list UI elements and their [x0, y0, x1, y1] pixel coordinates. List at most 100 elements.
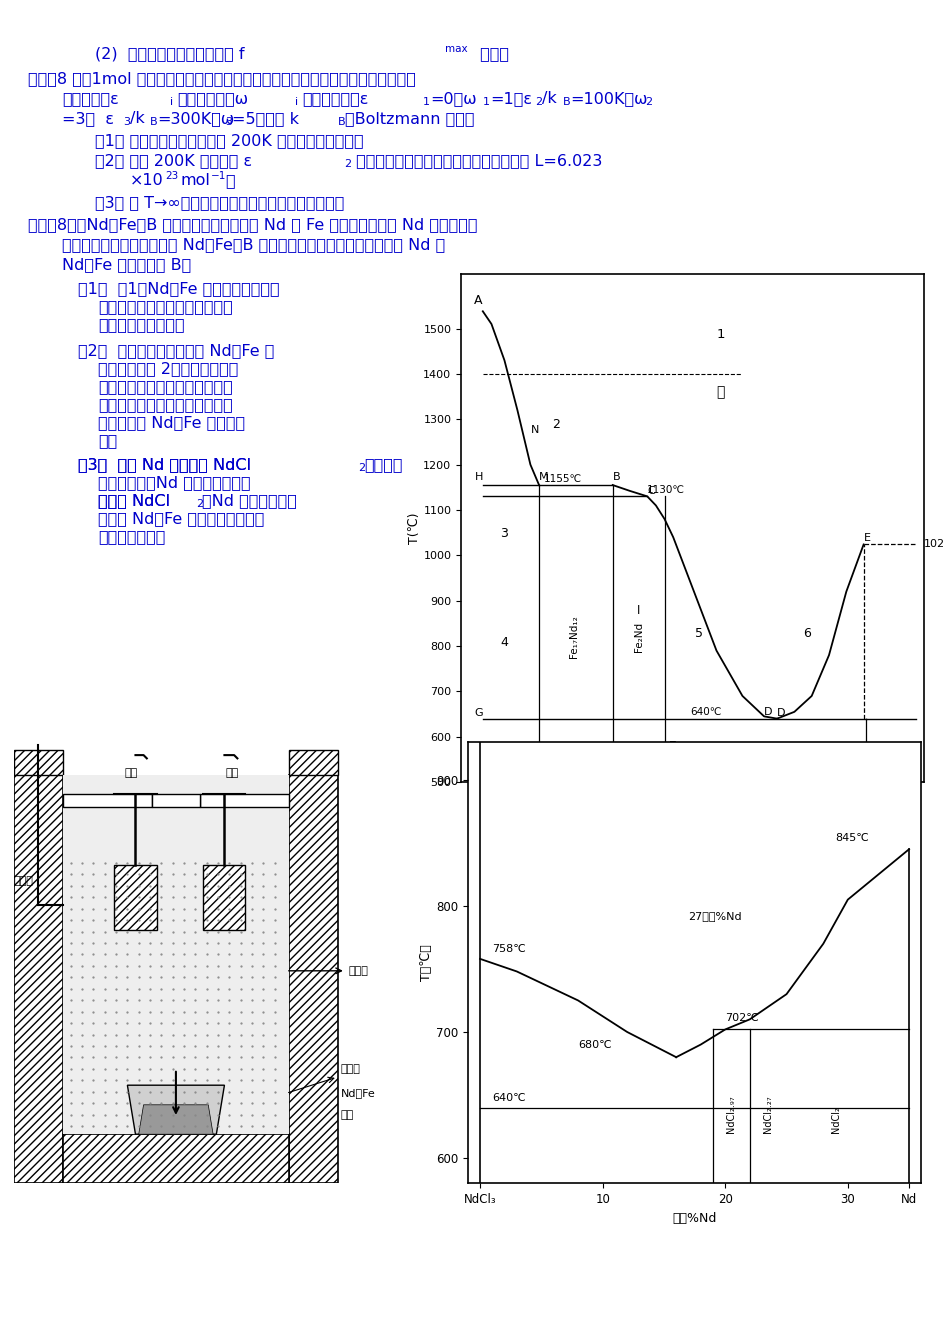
Text: 电解池: 电解池: [348, 965, 368, 976]
Text: =300K，ω: =300K，ω: [157, 111, 234, 126]
FancyBboxPatch shape: [14, 774, 62, 1183]
Text: M: M: [538, 472, 548, 483]
Text: B: B: [612, 472, 619, 483]
Text: mol: mol: [179, 172, 210, 189]
Text: D: D: [776, 709, 784, 718]
Text: 1155℃: 1155℃: [543, 473, 581, 484]
FancyBboxPatch shape: [289, 774, 337, 1183]
Text: 758℃: 758℃: [492, 944, 526, 953]
Text: D: D: [764, 707, 772, 717]
FancyBboxPatch shape: [62, 774, 289, 1134]
Text: =3；  ε: =3； ε: [62, 111, 114, 126]
Text: E: E: [863, 533, 869, 543]
FancyBboxPatch shape: [289, 750, 337, 774]
Text: 接收器: 接收器: [341, 1064, 361, 1074]
Text: Nd－Fe: Nd－Fe: [341, 1088, 376, 1099]
Text: i: i: [170, 98, 173, 107]
Text: N: N: [531, 425, 538, 435]
Text: 阳极: 阳极: [226, 767, 239, 778]
Text: 液: 液: [716, 385, 724, 400]
Text: 图2 电解制备Nd－Fe: 图2 电解制备Nd－Fe: [76, 1090, 164, 1103]
Text: 1130℃: 1130℃: [647, 485, 684, 495]
Text: 合金的电解槽示意图: 合金的电解槽示意图: [86, 1106, 154, 1119]
Text: （1） 计算该内部运动形式在 200K 时之分子配分函数。: （1） 计算该内部运动形式在 200K 时之分子配分函数。: [95, 132, 363, 148]
Text: ）分别为其中ε: ）分别为其中ε: [302, 91, 368, 106]
Text: /k: /k: [130, 111, 144, 126]
Text: H: H: [474, 472, 482, 483]
Text: －Nd 相图，提出电: －Nd 相图，提出电: [202, 493, 296, 508]
Text: NdCl₂: NdCl₂: [830, 1106, 839, 1132]
Bar: [62, 794, 151, 808]
Text: 702℃: 702℃: [724, 1013, 758, 1023]
Text: 金的装置（图 2）。请回答该装: 金的装置（图 2）。请回答该装: [98, 361, 238, 376]
Bar: [0, 0, 944, 9]
Text: 温度及所得 Nd－Fe 合金的组: 温度及所得 Nd－Fe 合金的组: [98, 414, 244, 431]
Polygon shape: [127, 1086, 225, 1134]
Text: =100K，ω: =100K，ω: [569, 91, 647, 106]
Text: 2: 2: [534, 98, 542, 107]
Text: /k: /k: [542, 91, 556, 106]
Text: 请根据 NdCl: 请根据 NdCl: [98, 493, 170, 508]
Polygon shape: [139, 1104, 213, 1134]
Text: 图，请用表格列出所有自由度为: 图，请用表格列出所有自由度为: [98, 299, 232, 314]
Text: 1: 1: [423, 98, 430, 107]
Text: 何种物质？并回答应选择的电解: 何种物质？并回答应选择的电解: [98, 397, 232, 412]
Text: 上在最概然分布时之分子数（总分子数为 L=6.023: 上在最概然分布时之分子数（总分子数为 L=6.023: [350, 152, 601, 168]
Text: 2: 2: [358, 463, 364, 473]
Text: 图1  Fe－Nd相图: 图1 Fe－Nd相图: [678, 783, 760, 796]
Text: 2: 2: [552, 418, 560, 432]
Text: C: C: [647, 487, 654, 496]
Text: 图3  Nd－NdCl₃ 体系相图: 图3 Nd－NdCl₃ 体系相图: [657, 1090, 782, 1103]
Text: ）: ）: [225, 172, 234, 189]
Text: 热电偶: 热电偶: [14, 876, 34, 886]
Text: 2: 2: [195, 499, 203, 509]
Text: 2: 2: [645, 98, 651, 107]
Text: −1: −1: [211, 171, 227, 180]
Text: 5: 5: [695, 627, 702, 640]
Bar: [200, 794, 289, 808]
Bar: [203, 865, 245, 931]
Text: 中，为避: 中，为避: [363, 457, 402, 472]
X-axis label: 摩尔% Nd: 摩尔% Nd: [667, 808, 716, 821]
Text: I: I: [636, 604, 640, 618]
Text: 阴极: 阴极: [124, 767, 137, 778]
Text: max: max: [445, 44, 467, 53]
Text: =1；ε: =1；ε: [490, 91, 531, 106]
Text: （3）  由于 Nd 能溶解于 NdCl: （3） 由于 Nd 能溶解于 NdCl: [78, 457, 251, 472]
Text: 7: 7: [668, 741, 677, 753]
Text: （2） 计算 200K 时，能级 ε: （2） 计算 200K 时，能级 ε: [95, 152, 252, 168]
Text: ×10: ×10: [130, 172, 163, 189]
Y-axis label: T(℃): T(℃): [407, 512, 420, 544]
Text: 2: 2: [344, 159, 351, 168]
Y-axis label: T（℃）: T（℃）: [419, 944, 432, 981]
Text: 合金: 合金: [341, 1110, 354, 1119]
Bar: [151, 794, 200, 808]
Text: A: A: [474, 294, 482, 306]
Text: B: B: [563, 98, 570, 107]
Text: 640℃: 640℃: [690, 707, 721, 717]
Text: （1）  图1为Nd－Fe 二组分体系等压相: （1） 图1为Nd－Fe 二组分体系等压相: [78, 281, 279, 295]
FancyBboxPatch shape: [62, 1134, 289, 1183]
Text: 故不能采用纯物质直接生产 Nd－Fe－B 磁性材料，而往往采用先制备富含 Nd 的: 故不能采用纯物质直接生产 Nd－Fe－B 磁性材料，而往往采用先制备富含 Nd …: [62, 237, 445, 251]
Text: 680℃: 680℃: [578, 1040, 611, 1050]
Text: 为Boltzmann 常数。: 为Boltzmann 常数。: [345, 111, 474, 126]
Text: NdCl₂.₂₇: NdCl₂.₂₇: [763, 1095, 772, 1132]
Text: 四．（8 分）1mol 纯物质理想气体，分子的某内部运动形式只有三个可及能级，各能: 四．（8 分）1mol 纯物质理想气体，分子的某内部运动形式只有三个可及能级，各…: [28, 71, 415, 86]
Text: 640℃: 640℃: [492, 1092, 526, 1103]
Text: (88.5重量%) F: (88.5重量%) F: [720, 763, 779, 773]
Bar: [114, 865, 157, 931]
Text: 27摩尔%Nd: 27摩尔%Nd: [688, 910, 741, 920]
Text: （3）  由于 Nd 能溶解于 NdCl: （3） 由于 Nd 能溶解于 NdCl: [78, 457, 251, 472]
Text: 1: 1: [716, 328, 724, 341]
Text: 1: 1: [482, 98, 490, 107]
Text: 成？: 成？: [98, 433, 117, 448]
Text: 级的能量（ε: 级的能量（ε: [62, 91, 119, 106]
Text: 置中的阴极、阳极及电解质应选: 置中的阴极、阳极及电解质应选: [98, 378, 232, 394]
Text: (2)  该平衡体系的最大自由度 f: (2) 该平衡体系的最大自由度 f: [95, 45, 244, 62]
Text: 3: 3: [225, 118, 232, 127]
X-axis label: 摩尔%Nd: 摩尔%Nd: [672, 1211, 716, 1225]
Text: 6: 6: [802, 627, 811, 640]
Text: Fe₂Nd: Fe₂Nd: [632, 622, 643, 652]
Text: ）和简并度（ω: ）和简并度（ω: [177, 91, 248, 106]
Text: 3: 3: [500, 527, 508, 540]
